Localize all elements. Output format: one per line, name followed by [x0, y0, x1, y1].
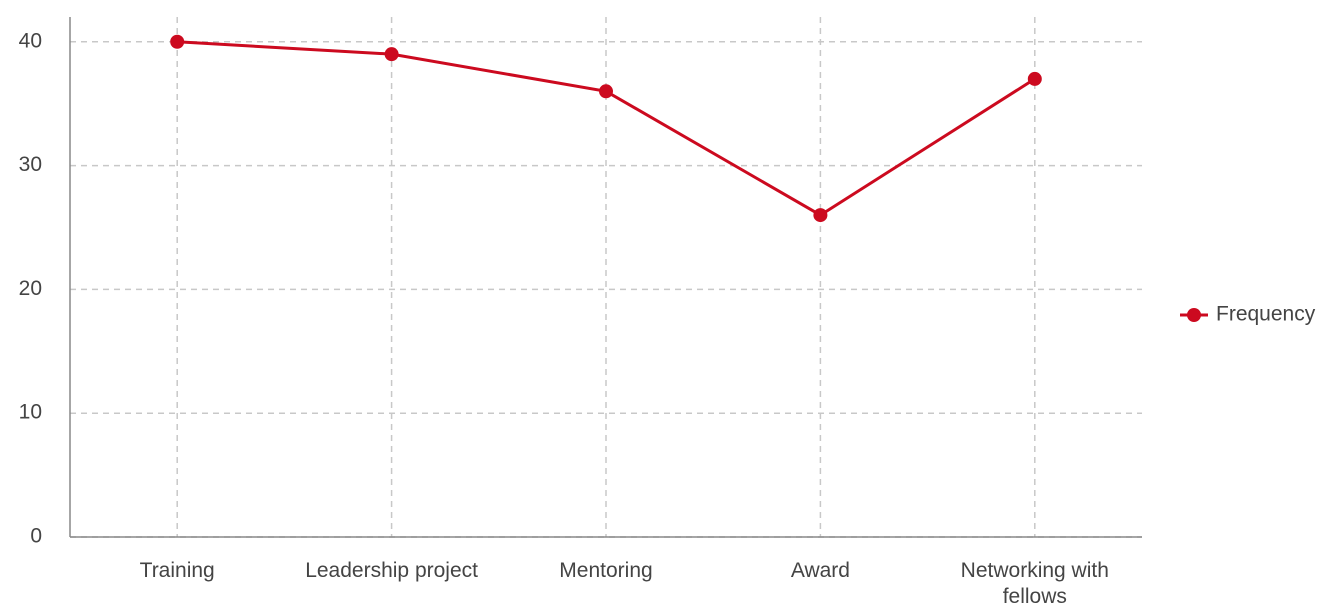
point — [813, 208, 828, 223]
y-tick-label: 40 — [19, 29, 42, 52]
y-tick-label: 20 — [19, 277, 42, 300]
x-tick-label: Networking with fellows — [960, 559, 1109, 608]
y-tick-label: 10 — [19, 401, 42, 424]
point — [170, 34, 185, 49]
point — [599, 84, 613, 99]
x-tick-label: Training — [139, 559, 215, 582]
x-tick-label: Leadership project — [305, 559, 478, 582]
legend-label: Frequency — [1216, 303, 1316, 326]
point — [384, 47, 399, 62]
y-tick-label: 0 — [30, 525, 42, 548]
y-tick-label: 30 — [19, 153, 42, 176]
legend-marker — [1187, 308, 1201, 322]
x-tick-label: Award — [790, 559, 850, 582]
x-tick-label: Mentoring — [559, 559, 653, 582]
point — [1027, 71, 1042, 86]
